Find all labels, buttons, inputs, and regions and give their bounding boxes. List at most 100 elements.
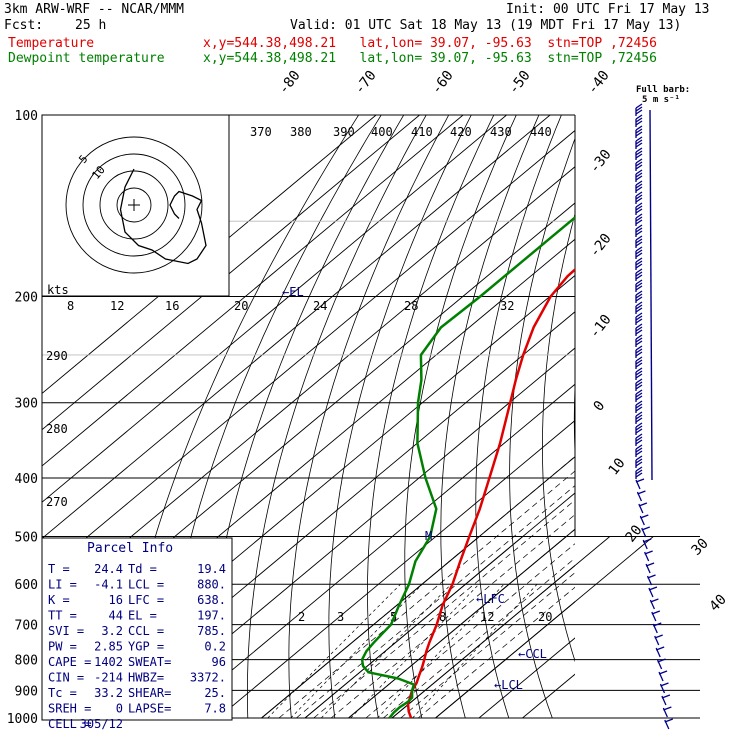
theta-label: 400 [371, 125, 393, 139]
parcel-key: CCL = [128, 624, 164, 638]
barb-flag [653, 622, 662, 627]
wind-barb [635, 125, 643, 138]
barb-flag [635, 478, 645, 483]
barb-flag [648, 586, 658, 591]
mixing-ratio-label: 20 [234, 299, 248, 313]
barb-flag [647, 574, 656, 579]
mixing-ratio-label: 8 [439, 610, 446, 624]
barb-flag [635, 469, 643, 475]
barb-flag [635, 175, 643, 181]
wind-barb [635, 444, 643, 457]
theta-label: 430 [490, 125, 512, 139]
parcel-info-title: Parcel Info [87, 541, 173, 556]
parcel-value: 0.2 [204, 640, 226, 654]
pressure-label: 1000 [7, 712, 38, 727]
parcel-key: LCL = [128, 578, 164, 592]
parcel-key: Tc = [48, 686, 77, 700]
isotherm-label: -30 [587, 147, 615, 177]
isotherm-extension [348, 536, 567, 719]
dewpoint-profile [360, 215, 575, 718]
wind-barb [635, 334, 643, 347]
wind-barb [635, 257, 643, 270]
barb-legend-title: Full barb: [636, 85, 690, 95]
dry-adiabat [475, 115, 562, 718]
barb-flag [635, 103, 643, 109]
barb-flag [635, 172, 643, 178]
model-title: 3km ARW-WRF -- NCAR/MMM [4, 2, 185, 17]
dry-adiabat [573, 379, 575, 461]
wind-barb [635, 422, 643, 435]
barb-flag [635, 318, 643, 324]
wind-barb [635, 312, 643, 325]
pressure-label: 200 [15, 291, 38, 306]
barb-flag [635, 312, 643, 318]
wind-barb [635, 191, 643, 204]
wind-barb [635, 103, 643, 116]
barb-flag [635, 436, 643, 442]
wind-barb [635, 213, 643, 226]
barb-flag [635, 142, 643, 148]
forecast-hour: 25 h [75, 18, 107, 33]
mixing-ratio-label: 28 [404, 299, 418, 313]
barb-flag [658, 670, 668, 675]
theta-label: 290 [46, 349, 68, 363]
isotherm-label: -60 [429, 68, 457, 98]
isotherm-label: 10 [606, 455, 629, 478]
theta-label: 270 [46, 495, 68, 509]
isotherm-label: -70 [352, 68, 380, 98]
barb-flag [635, 337, 643, 343]
isotherm-label: 40 [707, 592, 730, 615]
level-marker: M [425, 529, 432, 543]
barb-flag [635, 403, 643, 409]
dry-adiabat [404, 115, 517, 718]
wind-barb [635, 235, 643, 248]
barb-flag [635, 114, 643, 120]
barb-flag [635, 180, 643, 186]
barb-flag [635, 428, 643, 434]
barb-flag [635, 381, 643, 387]
parcel-value: 19.4 [197, 562, 226, 576]
barb-flag [641, 526, 650, 531]
wind-barb [635, 180, 643, 193]
barb-flag [635, 268, 643, 274]
barb-flag [635, 257, 643, 263]
parcel-key: PW = [48, 640, 77, 654]
isotherm [130, 347, 575, 718]
parcel-key: SWEAT= [128, 655, 171, 669]
dry-adiabat [693, 115, 740, 718]
barb-flag [635, 191, 643, 197]
wind-barb [635, 433, 643, 446]
wind-barb [635, 323, 643, 336]
legend-temperature: Temperature [8, 36, 95, 51]
barb-flag [635, 395, 643, 401]
isotherm [42, 166, 575, 612]
isotherm [174, 383, 575, 718]
barb-flag [657, 658, 666, 663]
parcel-key: LAPSE= [128, 702, 171, 716]
wind-barb [635, 202, 643, 215]
level-marker: ←LCL [494, 678, 523, 692]
barb-flag [650, 598, 659, 603]
parcel-key: LI = [48, 578, 77, 592]
isotherm-label: 20 [623, 522, 646, 545]
barb-flag [635, 285, 643, 291]
barb-flag [635, 147, 643, 153]
barb-flag [635, 109, 643, 115]
barb-flag [635, 150, 643, 156]
barb-flag [635, 117, 643, 123]
level-marker: ←CCL [518, 647, 547, 661]
barb-legend-unit: 5 m s⁻¹ [642, 95, 680, 105]
mixing-ratio-label: 20 [538, 610, 552, 624]
barb-flag [638, 502, 648, 507]
barb-flag [642, 538, 652, 543]
barb-flag [635, 345, 643, 351]
dry-adiabat [328, 115, 472, 718]
isotherm [478, 637, 575, 718]
parcel-value: 96 [212, 655, 226, 669]
barb-flag [635, 274, 643, 280]
barb-flag [635, 417, 643, 423]
barb-flag [635, 370, 643, 376]
barb-flag [637, 490, 646, 495]
isotherm-extension [435, 536, 654, 719]
barb-flag [635, 252, 643, 258]
